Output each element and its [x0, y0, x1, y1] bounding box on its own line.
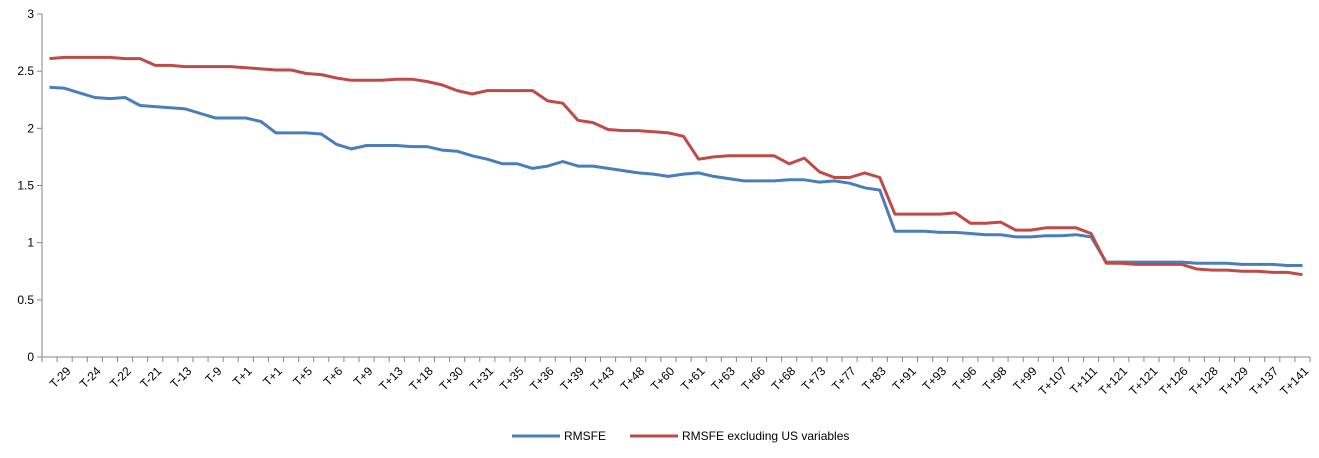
- y-tick-label: 1: [27, 236, 34, 250]
- x-tick-label: T+43: [588, 364, 618, 394]
- x-tick-label: T+66: [738, 364, 768, 394]
- x-tick-label: T+73: [799, 364, 829, 394]
- x-tick-label: T+93: [920, 364, 950, 394]
- x-tick-label: T+141: [1277, 364, 1311, 398]
- x-tick-label: T+35: [497, 364, 527, 394]
- x-tick-label: T+31: [467, 364, 497, 394]
- y-tick-label: 2: [27, 121, 34, 135]
- x-tick-label: T+83: [859, 364, 889, 394]
- y-tick-label: 3: [27, 7, 34, 21]
- x-tick-label: T-29: [47, 364, 74, 391]
- x-tick-label: T+36: [527, 364, 557, 394]
- x-tick-label: T+91: [889, 364, 919, 394]
- x-tick-label: T+126: [1156, 364, 1190, 398]
- y-tick-label: 0: [27, 350, 34, 364]
- x-tick-label: T+9: [351, 364, 376, 389]
- x-tick-label: T+111: [1067, 364, 1100, 397]
- x-tick-label: T+60: [648, 364, 678, 394]
- legend-label: RMSFE: [564, 429, 606, 443]
- legend-label: RMSFE excluding US variables: [682, 429, 849, 443]
- x-tick-label: T+121: [1126, 364, 1160, 398]
- x-tick-label: T+68: [769, 364, 799, 394]
- x-tick-label: T+30: [437, 364, 467, 394]
- x-tick-label: T+121: [1096, 364, 1130, 398]
- x-tick-label: T-9: [202, 364, 224, 386]
- y-tick-label: 0.5: [17, 293, 34, 307]
- x-tick-label: T+61: [678, 364, 708, 394]
- x-tick-label: T+98: [980, 364, 1010, 394]
- x-tick-label: T+96: [950, 364, 980, 394]
- x-tick-label: T+1: [260, 364, 285, 389]
- x-tick-label: T+128: [1187, 364, 1221, 398]
- x-tick-label: T-22: [107, 364, 134, 391]
- line-series: [49, 55, 1303, 277]
- y-tick-label: 1.5: [17, 179, 34, 193]
- x-tick-label: T+107: [1036, 364, 1070, 398]
- x-tick-label: T+48: [618, 364, 648, 394]
- x-tick-label: T+39: [557, 364, 587, 394]
- line-series: [49, 85, 1303, 267]
- x-tick-label: T+18: [406, 364, 436, 394]
- x-tick-label: T+13: [376, 364, 406, 394]
- y-tick-label: 2.5: [17, 64, 34, 78]
- x-tick-label: T-21: [137, 364, 164, 391]
- x-tick-label: T+77: [829, 364, 859, 394]
- x-tick-label: T+5: [290, 364, 315, 389]
- x-tick-label: T+6: [321, 364, 346, 389]
- x-tick-label: T+129: [1217, 364, 1251, 398]
- x-tick-label: T-13: [167, 364, 194, 391]
- x-tick-label: T+137: [1247, 364, 1281, 398]
- x-tick-label: T-24: [77, 364, 104, 391]
- x-tick-label: T+63: [708, 364, 738, 394]
- x-tick-label: T+1: [230, 364, 255, 389]
